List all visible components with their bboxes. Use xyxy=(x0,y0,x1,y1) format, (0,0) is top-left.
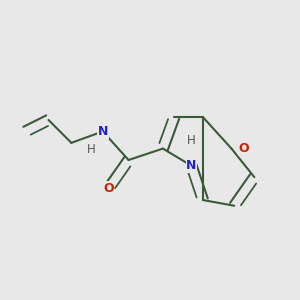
Text: H: H xyxy=(87,143,96,156)
Text: O: O xyxy=(103,182,114,195)
Text: H: H xyxy=(187,134,196,147)
Text: N: N xyxy=(98,125,108,138)
Text: N: N xyxy=(186,159,197,172)
Text: O: O xyxy=(238,142,249,155)
